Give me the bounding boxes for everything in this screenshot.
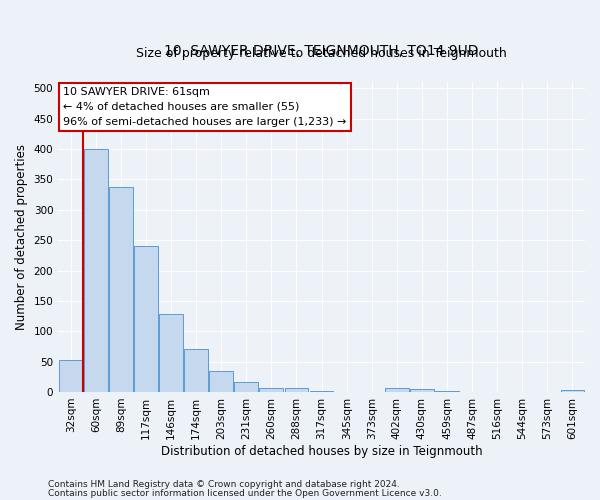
Text: Contains public sector information licensed under the Open Government Licence v3: Contains public sector information licen…: [48, 488, 442, 498]
Bar: [560, 390, 584, 392]
Text: Contains HM Land Registry data © Crown copyright and database right 2024.: Contains HM Land Registry data © Crown c…: [48, 480, 400, 489]
X-axis label: Distribution of detached houses by size in Teignmouth: Distribution of detached houses by size …: [161, 444, 482, 458]
Text: 10 SAWYER DRIVE: 61sqm
← 4% of detached houses are smaller (55)
96% of semi-deta: 10 SAWYER DRIVE: 61sqm ← 4% of detached …: [64, 87, 347, 126]
Bar: [59, 360, 83, 392]
Bar: [310, 390, 334, 392]
Bar: [435, 390, 459, 392]
Bar: [284, 388, 308, 392]
Bar: [109, 188, 133, 392]
Text: 10, SAWYER DRIVE, TEIGNMOUTH, TQ14 9UD: 10, SAWYER DRIVE, TEIGNMOUTH, TQ14 9UD: [164, 44, 479, 58]
Bar: [410, 389, 434, 392]
Bar: [159, 314, 183, 392]
Bar: [184, 350, 208, 392]
Bar: [385, 388, 409, 392]
Bar: [235, 382, 258, 392]
Bar: [209, 370, 233, 392]
Bar: [134, 246, 158, 392]
Bar: [84, 149, 108, 392]
Bar: [259, 388, 283, 392]
Y-axis label: Number of detached properties: Number of detached properties: [15, 144, 28, 330]
Title: Size of property relative to detached houses in Teignmouth: Size of property relative to detached ho…: [136, 48, 507, 60]
